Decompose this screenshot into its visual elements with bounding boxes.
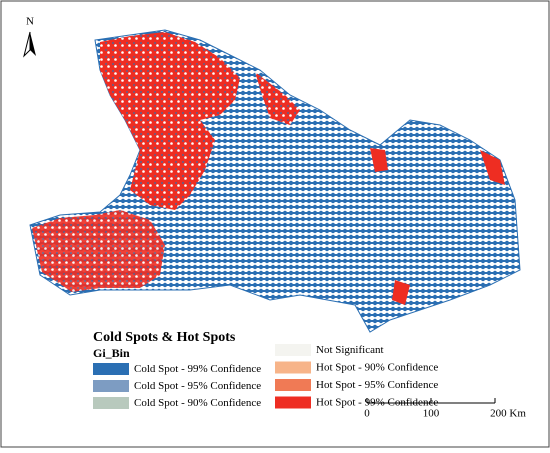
legend-swatch	[93, 397, 129, 409]
legend-title: Cold Spots & Hot Spots	[93, 330, 236, 345]
legend-label: Cold Spot - 90% Confidence	[134, 397, 261, 409]
legend-label: Hot Spot - 90% Confidence	[316, 362, 438, 374]
legend-swatch	[275, 361, 311, 374]
legend-swatch	[275, 344, 311, 356]
scale-bar: 0 100 200 Km	[364, 398, 526, 420]
legend-subtitle: Gi_Bin	[93, 346, 130, 360]
north-label: N	[26, 16, 34, 28]
legend-label: Not Significant	[316, 344, 384, 356]
north-arrow: N	[23, 16, 36, 58]
legend-swatch	[275, 379, 311, 391]
legend-swatch	[93, 363, 129, 375]
legend-swatch	[275, 396, 311, 409]
scale-label: 100	[423, 408, 440, 420]
scale-label: 200 Km	[490, 408, 526, 420]
legend-swatch	[93, 380, 129, 392]
legend-label: Cold Spot - 99% Confidence	[134, 363, 261, 375]
scale-label: 0	[364, 408, 370, 420]
legend-label: Hot Spot - 95% Confidence	[316, 379, 438, 391]
legend-label: Cold Spot - 95% Confidence	[134, 380, 261, 392]
hotspot-map	[29, 29, 521, 333]
